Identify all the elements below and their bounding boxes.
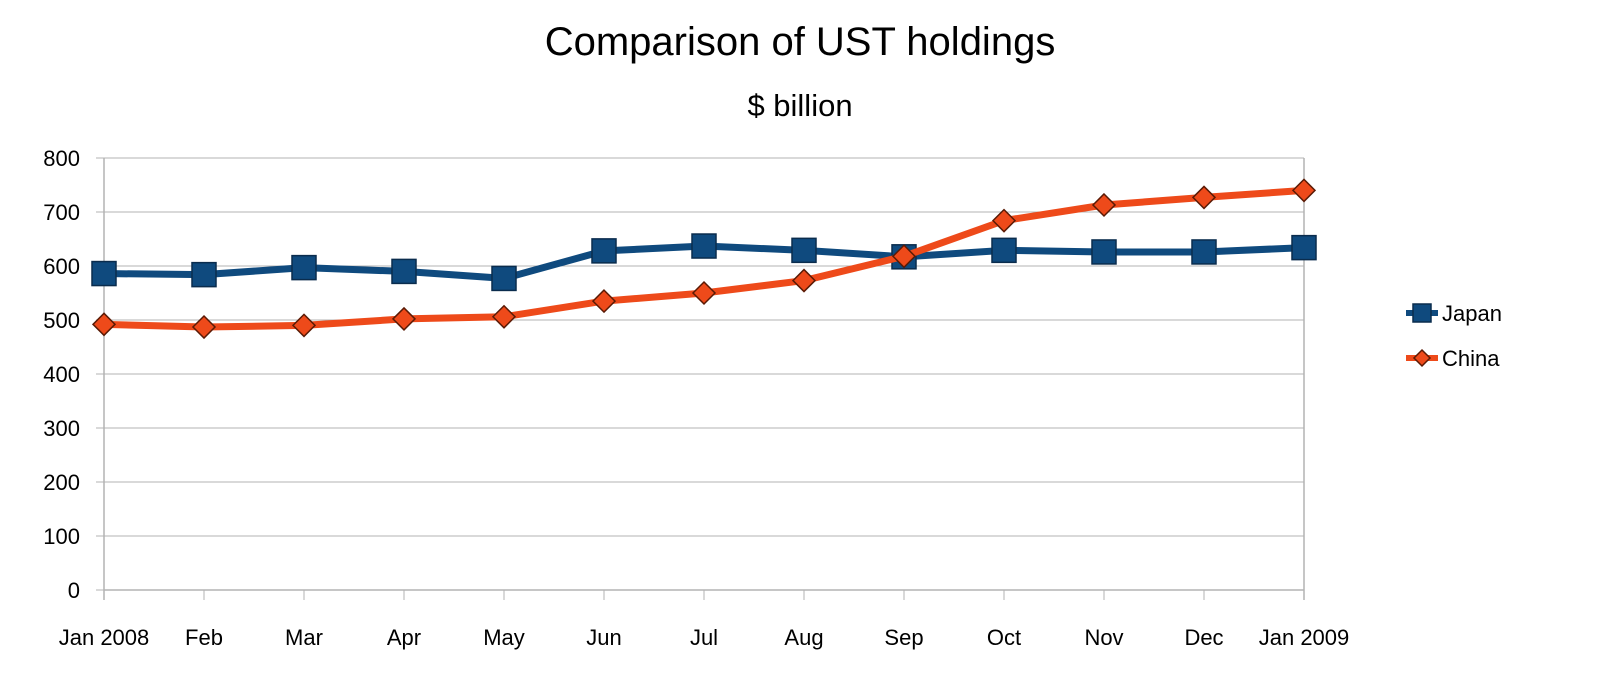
x-tick-label: Dec (1184, 625, 1223, 650)
data-point-japan (191, 261, 217, 288)
x-tick-label: Aug (784, 625, 823, 650)
data-point-china (91, 312, 117, 337)
legend-swatch-marker (1412, 303, 1432, 323)
series-lines (91, 178, 1317, 340)
chart-title: Comparison of UST holdings (545, 20, 1056, 64)
legend-swatch-marker (1412, 348, 1432, 368)
x-tick-label: Nov (1084, 625, 1123, 650)
x-tick-label: Jan 2009 (1259, 625, 1350, 650)
y-tick-label: 800 (43, 146, 80, 171)
y-tick-label: 400 (43, 362, 80, 387)
data-point-japan (291, 254, 317, 281)
data-point-china (1091, 192, 1117, 218)
y-tick-label: 700 (43, 200, 80, 225)
data-point-japan (391, 258, 417, 285)
data-point-china (591, 289, 617, 314)
data-point-japan (491, 265, 517, 292)
data-point-china (191, 314, 217, 340)
x-tick-label: Apr (387, 625, 421, 650)
x-tick-label: Jul (690, 625, 718, 650)
data-point-china (691, 280, 717, 306)
data-point-china (291, 313, 317, 338)
chart-subtitle: $ billion (747, 88, 852, 123)
data-point-japan (1291, 234, 1317, 261)
x-tick-label: Jan 2008 (59, 625, 150, 650)
data-point-japan (791, 237, 817, 264)
x-tick-label: May (483, 625, 525, 650)
x-tick-label: Oct (987, 625, 1021, 650)
data-point-china (491, 304, 517, 329)
series-china (91, 178, 1317, 340)
data-point-china (1191, 185, 1217, 210)
legend: Japan China (1406, 301, 1502, 371)
y-tick-label: 500 (43, 308, 80, 333)
data-point-china (791, 268, 817, 293)
y-tick-label: 100 (43, 524, 80, 549)
data-point-japan (691, 233, 717, 259)
x-tick-label: Mar (285, 625, 323, 650)
data-point-china (391, 306, 417, 331)
y-tick-label: 300 (43, 416, 80, 441)
y-tick-label: 200 (43, 470, 80, 495)
y-tick-label: 600 (43, 254, 80, 279)
legend-label: China (1442, 346, 1500, 371)
gridlines (104, 157, 1304, 591)
data-point-japan (91, 260, 117, 287)
data-point-japan (991, 237, 1017, 264)
data-point-china (891, 244, 917, 269)
x-axis-tick-labels: Jan 2008 Feb Mar Apr May Jun Jul Aug Sep Oct Nov De… (59, 625, 1350, 650)
x-tick-label: Feb (185, 625, 223, 650)
y-tick-label: 0 (68, 578, 80, 603)
data-point-japan (1091, 239, 1117, 265)
legend-label: Japan (1442, 301, 1502, 326)
y-axis-tick-labels: 0 100 200 300 400 500 600 700 800 (43, 146, 80, 603)
data-point-china (1291, 178, 1317, 203)
axes (96, 157, 1305, 600)
data-point-japan (1191, 239, 1217, 265)
data-point-china (991, 208, 1017, 233)
x-tick-label: Jun (586, 625, 621, 650)
x-tick-label: Sep (884, 625, 923, 650)
data-point-japan (591, 238, 617, 264)
